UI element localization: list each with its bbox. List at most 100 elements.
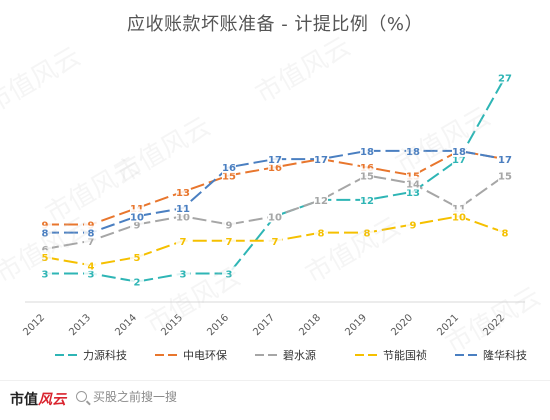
data-label-bg [38, 225, 52, 239]
x-axis: 2012 2013 2014 2015 2016 2017 2018 2019 2020 2021… [21, 301, 525, 338]
data-label-bg [498, 70, 512, 84]
data-label-bg [452, 209, 466, 223]
data-label: 14 [406, 180, 420, 191]
data-label-bg [314, 152, 328, 166]
data-label: 18 [360, 147, 374, 158]
data-label: 9 [410, 220, 417, 231]
legend-label: 隆华科技 [483, 348, 527, 362]
series-line [45, 76, 506, 283]
legend-label: 中电环保 [183, 348, 227, 362]
x-tick-label: 2017 [251, 312, 277, 338]
data-label: 9 [134, 220, 141, 231]
data-label-bg [222, 266, 236, 280]
data-label: 2 [134, 278, 141, 289]
data-label-bg [176, 184, 190, 198]
data-label-bg [360, 143, 374, 157]
data-label-bg [360, 192, 374, 206]
data-label: 8 [502, 229, 509, 240]
data-label: 8 [42, 229, 49, 240]
data-label: 16 [268, 163, 282, 174]
data-label: 15 [498, 171, 512, 182]
data-label-bg [498, 152, 512, 166]
data-label-bg [406, 217, 420, 231]
logo-accent-text: 风云 [38, 392, 66, 408]
data-label: 17 [452, 155, 466, 166]
search-placeholder: 买股之前搜一搜 [93, 390, 178, 404]
data-label: 13 [176, 188, 190, 199]
data-label: 12 [360, 196, 374, 207]
data-label: 16 [222, 163, 236, 174]
data-label: 7 [226, 237, 233, 248]
data-label: 3 [42, 269, 49, 280]
data-label-bg [314, 225, 328, 239]
data-label-bg [268, 209, 282, 223]
data-label: 10 [130, 212, 144, 223]
data-label-bg [268, 152, 282, 166]
line-chart: 2012 2013 2014 2015 2016 2017 2018 2019 2020 2021… [21, 70, 527, 362]
data-label-bg [130, 274, 144, 288]
x-tick-label: 2014 [113, 312, 139, 338]
data-label-bg [222, 160, 236, 174]
footer-bar: 市值风云 买股之前搜一搜 [0, 380, 550, 420]
chart-title: 应收账款坏账准备 - 计提比例（%） [126, 14, 424, 35]
data-label-bg [130, 209, 144, 223]
x-tick-label: 2018 [297, 312, 323, 338]
data-label: 18 [452, 147, 466, 158]
data-label: 27 [498, 73, 512, 84]
data-label: 10 [268, 212, 282, 223]
data-label: 5 [42, 253, 49, 264]
data-label: 15 [222, 171, 236, 182]
data-label: 13 [406, 188, 420, 199]
data-label: 3 [226, 269, 233, 280]
data-label: 17 [498, 155, 512, 166]
data-label: 4 [88, 261, 95, 272]
footer-logo[interactable]: 市值风云 [10, 389, 66, 409]
logo-main-text: 市值 [10, 392, 38, 408]
data-label: 7 [180, 237, 187, 248]
data-label-bg [268, 233, 282, 247]
x-tick-label: 2012 [21, 312, 47, 338]
legend-label: 节能国祯 [383, 348, 427, 362]
data-label-bg [498, 225, 512, 239]
data-label: 8 [318, 229, 325, 240]
search-box[interactable]: 买股之前搜一搜 [76, 388, 177, 405]
data-label: 17 [314, 155, 328, 166]
data-label: 17 [268, 155, 282, 166]
data-label: 15 [360, 171, 374, 182]
data-label: 12 [314, 196, 328, 207]
data-label-bg [38, 266, 52, 280]
x-tick-label: 2022 [481, 312, 507, 338]
data-label-bg [38, 250, 52, 264]
data-label-bg [360, 225, 374, 239]
data-label-bg [222, 233, 236, 247]
data-label-bg [84, 258, 98, 272]
data-label-bg [130, 250, 144, 264]
x-tick-label: 2016 [205, 312, 231, 338]
data-label: 3 [180, 269, 187, 280]
data-label-bg [360, 168, 374, 182]
data-label-bg [452, 143, 466, 157]
data-labels: 3323310121213172799111315161716151817679… [38, 70, 512, 289]
data-label: 9 [226, 220, 233, 231]
data-label-bg [406, 143, 420, 157]
data-label: 7 [272, 237, 279, 248]
data-label-bg [498, 168, 512, 182]
data-label: 5 [134, 253, 141, 264]
legend-label: 碧水源 [283, 348, 316, 362]
data-label-bg [84, 225, 98, 239]
data-label-bg [176, 266, 190, 280]
data-label: 18 [406, 147, 420, 158]
legend-label: 力源科技 [83, 348, 127, 362]
data-label: 11 [176, 204, 190, 215]
data-label-bg [176, 201, 190, 215]
x-tick-label: 2013 [67, 312, 93, 338]
data-label: 7 [88, 237, 95, 248]
data-label-bg [222, 217, 236, 231]
x-tick-label: 2015 [159, 312, 185, 338]
data-label-bg [176, 233, 190, 247]
x-tick-label: 2021 [435, 312, 461, 338]
data-label: 8 [88, 229, 95, 240]
data-label: 10 [452, 212, 466, 223]
data-label: 8 [364, 229, 371, 240]
search-icon [76, 391, 87, 402]
